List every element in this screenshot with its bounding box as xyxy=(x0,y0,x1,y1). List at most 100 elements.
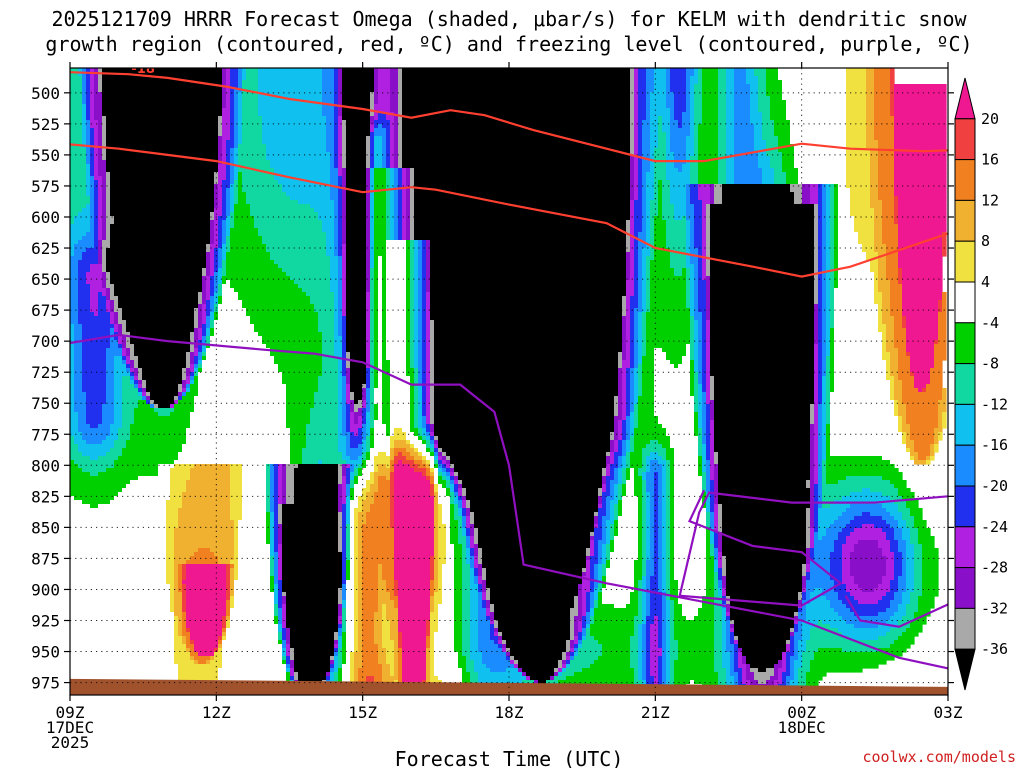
omega-cell xyxy=(690,280,695,285)
omega-cell xyxy=(110,296,119,301)
omega-cell xyxy=(658,128,663,133)
omega-cell xyxy=(654,372,691,377)
omega-cell xyxy=(374,168,387,173)
omega-cell xyxy=(942,252,947,257)
omega-cell xyxy=(338,192,343,197)
omega-cell xyxy=(942,296,947,301)
omega-cell xyxy=(614,420,619,425)
omega-cell xyxy=(650,260,671,265)
omega-cell xyxy=(754,124,763,129)
omega-cell xyxy=(658,204,663,209)
omega-cell xyxy=(414,192,631,197)
omega-cell xyxy=(334,140,339,145)
omega-cell xyxy=(654,252,671,257)
omega-cell xyxy=(702,400,707,405)
omega-cell xyxy=(102,120,107,125)
omega-cell xyxy=(406,212,411,217)
omega-cell xyxy=(886,260,899,265)
omega-cell xyxy=(118,324,123,329)
omega-cell xyxy=(690,232,695,237)
omega-cell xyxy=(70,372,75,377)
omega-cell xyxy=(878,284,891,289)
omega-cell xyxy=(382,264,387,269)
omega-cell xyxy=(390,228,395,233)
omega-cell xyxy=(706,380,711,385)
omega-cell xyxy=(822,300,827,305)
omega-cell xyxy=(890,296,903,301)
omega-cell xyxy=(630,252,635,257)
omega-cell xyxy=(370,372,375,377)
omega-cell xyxy=(830,228,835,233)
omega-cell xyxy=(634,364,639,369)
omega-cell xyxy=(746,72,755,77)
omega-cell xyxy=(402,228,407,233)
omega-cell xyxy=(98,244,103,249)
omega-cell xyxy=(114,376,123,381)
omega-cell xyxy=(234,160,239,165)
omega-cell xyxy=(378,352,383,357)
omega-cell xyxy=(814,372,819,377)
omega-cell xyxy=(686,156,691,161)
omega-cell xyxy=(346,388,351,393)
omega-cell xyxy=(106,192,111,197)
omega-cell xyxy=(630,220,635,225)
omega-cell xyxy=(374,344,379,349)
omega-cell xyxy=(750,104,759,109)
omega-cell xyxy=(674,268,683,273)
omega-cell xyxy=(702,408,707,413)
omega-cell xyxy=(86,140,91,145)
omega-cell xyxy=(102,156,107,161)
omega-cell xyxy=(90,168,95,173)
omega-cell xyxy=(234,92,239,97)
omega-cell xyxy=(322,228,335,233)
omega-cell xyxy=(638,280,643,285)
omega-cell xyxy=(938,312,947,317)
omega-cell xyxy=(638,96,647,101)
omega-cell xyxy=(638,188,643,193)
omega-cell xyxy=(122,420,135,425)
omega-cell xyxy=(414,296,419,301)
omega-cell xyxy=(386,160,391,165)
omega-cell xyxy=(102,248,107,253)
omega-cell xyxy=(362,400,367,405)
omega-cell xyxy=(822,400,827,405)
omega-cell xyxy=(750,100,759,105)
omega-cell xyxy=(898,368,911,373)
omega-cell xyxy=(706,388,711,393)
omega-cell xyxy=(814,316,819,321)
omega-cell xyxy=(186,380,191,385)
omega-cell xyxy=(654,156,667,161)
omega-cell xyxy=(242,136,263,141)
omega-cell xyxy=(114,312,119,317)
omega-cell xyxy=(246,308,315,313)
omega-cell xyxy=(686,204,695,209)
omega-cell xyxy=(870,164,879,169)
omega-cell xyxy=(106,376,115,381)
omega-cell xyxy=(70,284,79,289)
omega-cell xyxy=(346,152,367,157)
omega-cell xyxy=(846,132,867,137)
omega-cell xyxy=(346,160,367,165)
omega-cell xyxy=(622,296,627,301)
omega-cell xyxy=(322,72,335,77)
omega-cell xyxy=(826,192,831,197)
omega-cell xyxy=(642,248,651,253)
omega-cell xyxy=(626,376,631,381)
omega-cell xyxy=(930,376,943,381)
omega-cell xyxy=(390,364,407,369)
omega-cell xyxy=(406,180,411,185)
omega-cell xyxy=(814,332,819,337)
omega-cell xyxy=(86,276,103,281)
omega-cell xyxy=(86,128,91,133)
omega-cell xyxy=(422,416,427,421)
omega-cell xyxy=(382,280,387,285)
omega-cell xyxy=(706,376,711,381)
omega-cell xyxy=(262,136,327,141)
omega-cell xyxy=(434,352,619,357)
omega-cell xyxy=(390,428,395,433)
omega-cell xyxy=(630,120,635,125)
omega-cell xyxy=(366,196,371,201)
omega-cell xyxy=(398,216,403,221)
omega-cell xyxy=(394,228,399,233)
omega-cell xyxy=(646,344,687,349)
